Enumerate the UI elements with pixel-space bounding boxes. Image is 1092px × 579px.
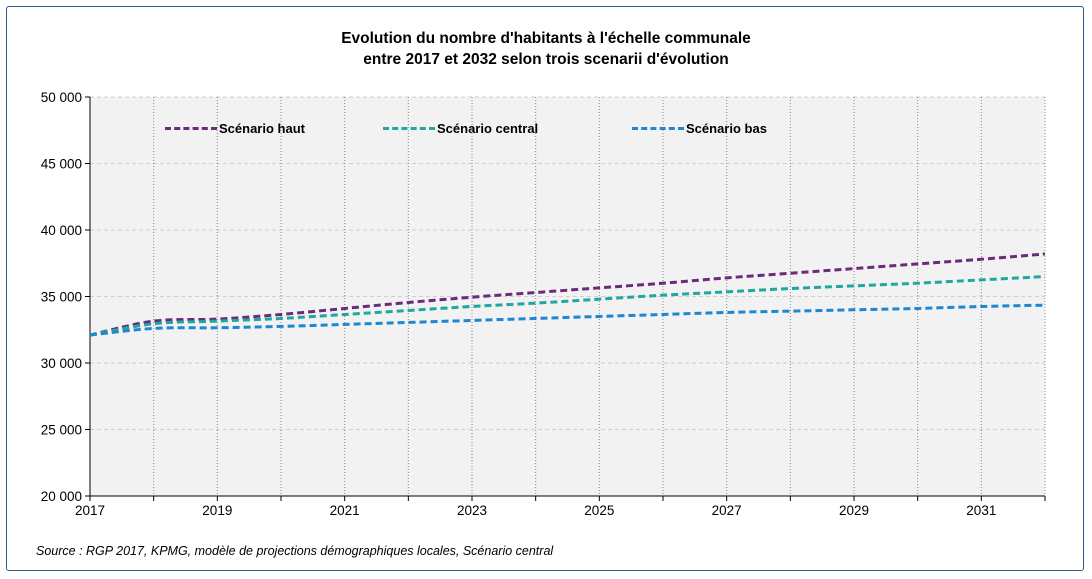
legend-item-central: Scénario central xyxy=(383,120,538,136)
series-line-central xyxy=(89,275,1046,337)
chart-title: Evolution du nombre d'habitants à l'éche… xyxy=(0,28,1092,70)
x-tick-label-6: 2029 xyxy=(839,503,869,518)
legend-label-haut: Scénario haut xyxy=(219,120,305,136)
x-tick-label-4: 2025 xyxy=(584,503,614,518)
legend-label-bas: Scénario bas xyxy=(686,120,767,136)
chart-title-line-2: entre 2017 et 2032 selon trois scenarii … xyxy=(363,51,729,68)
legend-item-haut: Scénario haut xyxy=(165,120,305,136)
legend-item-bas: Scénario bas xyxy=(632,120,767,136)
x-tick-label-7: 2031 xyxy=(966,503,996,518)
x-tick-label-2: 2021 xyxy=(330,503,360,518)
chart-title-line-1: Evolution du nombre d'habitants à l'éche… xyxy=(341,30,751,47)
series-line-bas xyxy=(89,303,1046,337)
y-tick-label-3: 35 000 xyxy=(41,290,82,305)
y-tick-label-0: 20 000 xyxy=(41,489,82,504)
legend-swatch-central xyxy=(383,126,435,130)
legend-swatch-haut xyxy=(165,126,217,130)
x-tick-label-3: 2023 xyxy=(457,503,487,518)
y-tick-label-2: 30 000 xyxy=(41,356,82,371)
y-tick-label-1: 25 000 xyxy=(41,423,82,438)
legend-label-central: Scénario central xyxy=(437,120,539,136)
series-line-haut xyxy=(89,252,1046,337)
source-note: Source : RGP 2017, KPMG, modèle de proje… xyxy=(36,544,554,558)
y-tick-label-5: 45 000 xyxy=(41,157,82,172)
legend-swatch-bas xyxy=(632,126,684,130)
y-tick-label-6: 50 000 xyxy=(41,90,82,105)
y-tick-label-4: 40 000 xyxy=(41,223,82,238)
x-tick-label-0: 2017 xyxy=(75,503,105,518)
x-tick-label-1: 2019 xyxy=(202,503,232,518)
x-tick-label-5: 2027 xyxy=(712,503,742,518)
